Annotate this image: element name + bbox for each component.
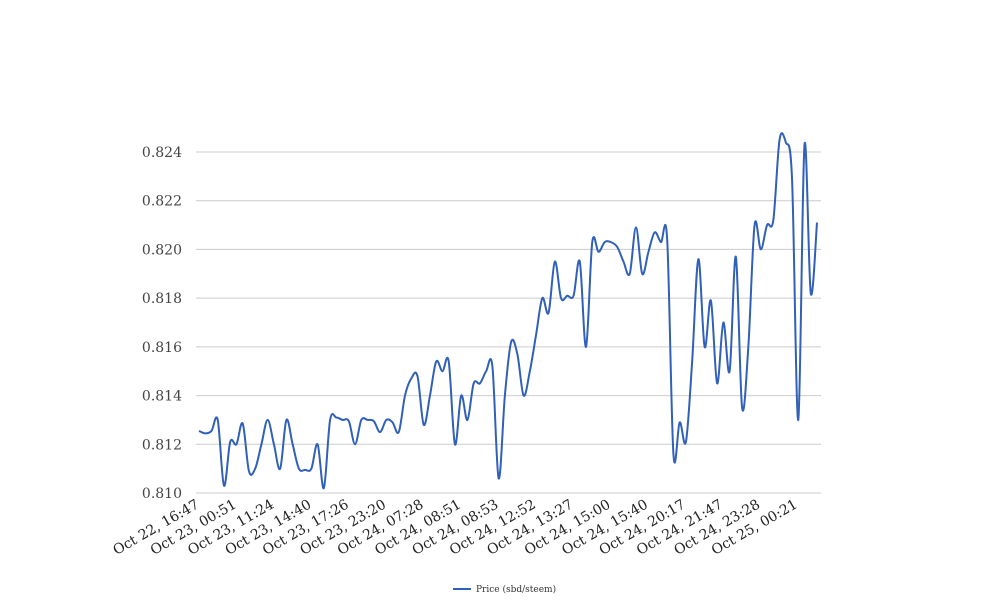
- y-tick-label: 0.820: [142, 242, 182, 258]
- y-tick-label: 0.824: [142, 145, 182, 161]
- y-tick-label: 0.822: [142, 194, 182, 210]
- y-tick-label: 0.818: [142, 291, 182, 307]
- series-line: [198, 132, 818, 490]
- y-tick-label: 0.814: [142, 389, 182, 405]
- y-tick-label: 0.816: [142, 340, 182, 356]
- y-tick-label: 0.812: [142, 437, 182, 453]
- grid-lines: [196, 151, 821, 494]
- y-axis-ticks: 0.810 0.812 0.814 0.816 0.818 0.820 0.822 0.824: [142, 145, 182, 502]
- series-lines: [198, 132, 818, 490]
- legend: Price (sbd/steem): [453, 584, 556, 595]
- y-tick-label: 0.810: [142, 486, 182, 502]
- legend-label: Price (sbd/steem): [476, 584, 556, 595]
